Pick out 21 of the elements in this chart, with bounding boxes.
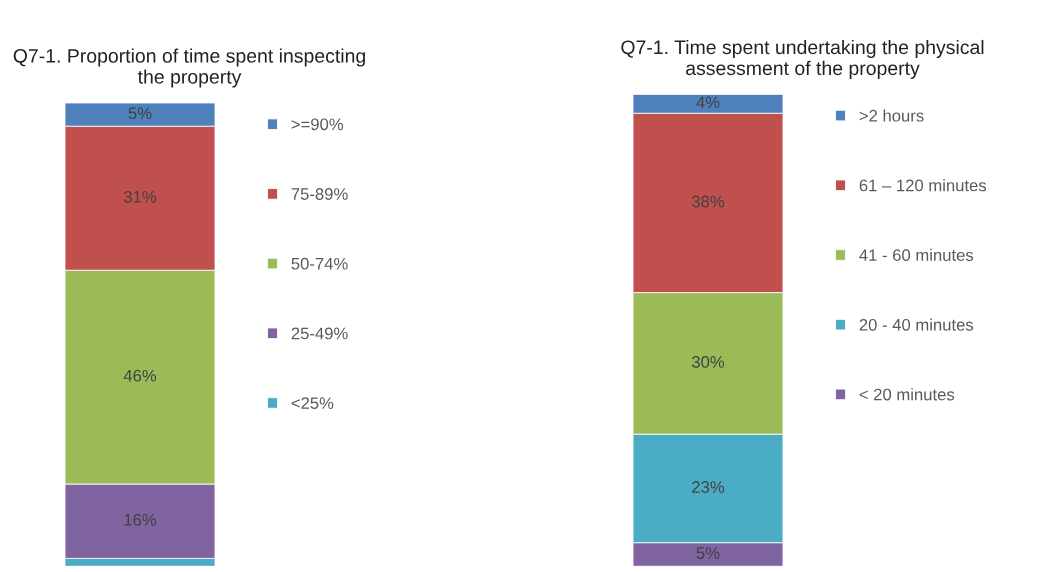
data-label: 16%	[124, 513, 157, 526]
chart-title: Q7-1. Proportion of time spent inspecting the property	[13, 48, 365, 88]
legend-label: 50-74%	[291, 257, 348, 270]
chart-title: Q7-1. Time spent undertaking the physical assessment of the property	[621, 39, 984, 79]
data-label: 4%	[696, 96, 720, 109]
legend-label: >=90%	[291, 118, 344, 131]
data-label: 30%	[691, 356, 725, 368]
legend-label: 75-89%	[291, 188, 348, 200]
legend-label: 20 - 40 minutes	[859, 318, 974, 331]
legend-label: <25%	[291, 397, 334, 410]
legend-label: 41 - 60 minutes	[859, 248, 974, 262]
data-label: 23%	[692, 481, 725, 493]
data-label: 46%	[123, 369, 157, 382]
data-label: 5%	[128, 107, 152, 120]
data-label: 31%	[123, 190, 157, 203]
data-label: 5%	[696, 547, 720, 559]
legend-label: < 20 minutes	[859, 388, 955, 401]
data-label: 38%	[691, 195, 725, 208]
legend-label: >2 hours	[859, 109, 924, 122]
legend-label: 61 – 120 minutes	[859, 179, 987, 192]
legend-label: 25-49%	[291, 327, 348, 340]
